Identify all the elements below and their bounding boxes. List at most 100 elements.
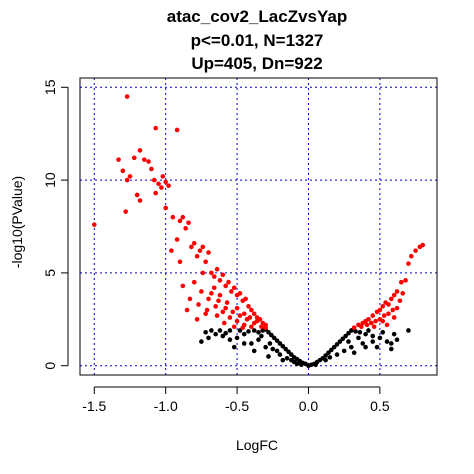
data-point [246,304,251,309]
data-point [149,166,154,172]
data-point [160,174,166,179]
data-point [183,226,188,231]
data-point [408,253,414,259]
data-point [334,342,340,347]
data-point [156,181,161,187]
data-point [169,248,174,253]
data-point [226,279,231,285]
data-point [186,220,191,226]
data-point [123,209,128,214]
data-point [206,296,211,302]
x-axis-label: LogFC [236,437,278,453]
data-point [327,355,333,360]
data-point [203,330,208,335]
data-point [174,237,180,242]
data-point [206,250,211,255]
data-point [369,320,374,326]
data-point [353,329,358,334]
data-point [363,344,368,350]
data-point [184,307,190,313]
data-point [357,330,363,335]
data-point [249,324,254,330]
data-point [230,309,236,315]
data-point [270,346,276,352]
data-point [377,335,383,341]
data-point [221,320,227,326]
x-tick-label: -1.0 [154,398,178,414]
data-point [180,283,186,289]
data-point [263,344,268,350]
x-tick-label: -0.5 [225,398,249,414]
x-axis: -1.5 -1.0 -0.5 0.0 0.5 [82,386,390,414]
data-point [170,214,176,220]
data-point [224,300,230,305]
data-point [180,214,186,220]
data-point [343,333,348,339]
data-point [199,289,204,294]
data-point [206,335,211,341]
data-point [381,313,387,318]
data-point [380,304,386,309]
data-point [386,302,391,307]
data-point [237,313,243,318]
data-point [406,328,411,333]
data-point [326,350,331,356]
data-point [400,291,406,296]
data-point [166,183,171,188]
data-point [341,348,347,354]
title-line-3: Up=405, Dn=922 [191,54,322,73]
data-point [203,259,208,265]
data-point [391,315,397,320]
data-point [360,341,366,346]
data-point [256,330,261,335]
data-point [351,350,357,356]
data-point [251,311,257,317]
data-point [137,198,143,203]
data-point [159,185,164,190]
data-point [394,305,400,311]
title-line-2: p<=0.01, N=1327 [191,31,324,50]
data-point [271,335,277,341]
y-axis: 0 5 10 15 [42,79,69,370]
data-point [187,296,193,302]
chart-title: atac_cov2_LacZvsYap p<=0.01, N=1327 Up=4… [167,7,348,73]
data-point [231,344,237,350]
data-point [214,266,220,272]
data-point [374,344,380,350]
data-point [386,311,391,317]
data-point [349,328,354,333]
data-point [373,318,378,324]
data-point [384,322,390,328]
y-tick-label: 10 [42,172,58,188]
data-point [260,328,266,333]
data-point [340,336,346,342]
data-point [204,307,210,313]
data-point [213,304,218,309]
data-point [366,328,371,333]
data-point [403,278,408,283]
data-point [323,353,328,358]
data-point [220,333,226,339]
data-point [280,343,286,349]
data-point [241,331,247,337]
data-point [356,335,361,341]
data-point [191,279,197,285]
data-point [231,324,237,330]
data-point [177,259,183,265]
data-point [146,159,151,164]
data-point [397,298,403,304]
data-point [237,328,243,333]
data-point [189,244,194,250]
x-tick-label: -1.5 [82,398,106,414]
data-point [200,244,206,250]
data-point [243,296,248,302]
data-point [291,355,297,360]
data-point [289,357,294,363]
data-point [406,261,411,266]
data-point [211,285,217,291]
data-point [194,317,200,322]
y-axis-label: -log10(PValue) [9,176,25,268]
data-point [246,329,251,334]
data-point [329,347,334,353]
data-point [134,192,140,198]
